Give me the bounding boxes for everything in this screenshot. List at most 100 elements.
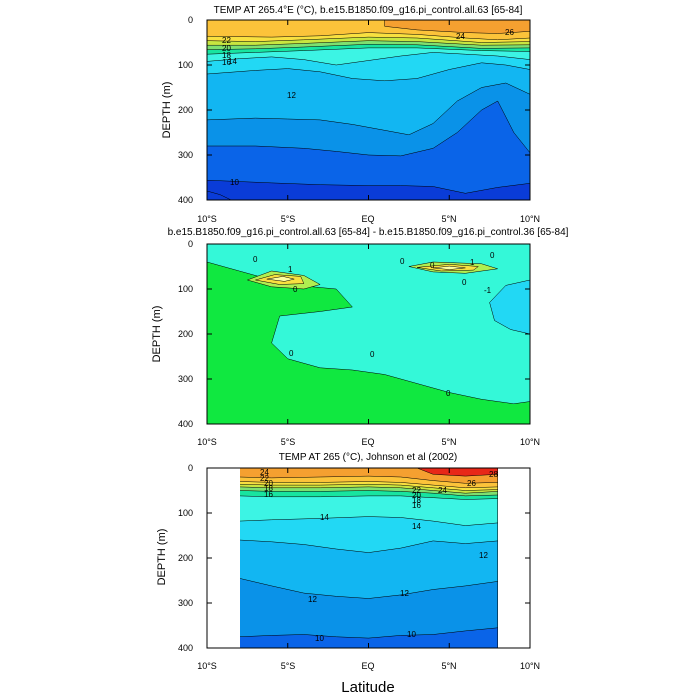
y-tick-label: 400: [178, 195, 193, 205]
contour-label: 18: [412, 496, 421, 505]
y-tick-label: 200: [178, 105, 193, 115]
x-tick-label: 5°N: [441, 661, 456, 671]
y-tick-label: 0: [188, 15, 193, 25]
contour-label: 12: [287, 91, 296, 100]
x-tick-label: 10°S: [197, 437, 217, 447]
contour-region: [489, 279, 530, 335]
x-tick-label: 10°S: [197, 214, 217, 224]
contour-label: 0: [289, 349, 294, 358]
panel-3-ticks: [206, 467, 531, 649]
contour-label: 10: [230, 178, 239, 187]
contour-label: 10: [315, 634, 324, 643]
panel-1-ticks: [206, 19, 531, 201]
contour-label: 28: [489, 470, 498, 479]
contour-label: 26: [467, 479, 476, 488]
contour-label: 10: [407, 630, 416, 639]
x-tick-label: 10°N: [520, 214, 540, 224]
contour-label: 0: [400, 257, 405, 266]
contour-label: 26: [505, 28, 514, 37]
contour-label: 16: [222, 58, 231, 67]
panel-3-title: TEMP AT 265 (°C), Johnson et al (2002): [279, 452, 458, 463]
contour-label: 12: [308, 595, 317, 604]
panel-1-y-tick-labels: 0 100 200 300 400: [178, 15, 193, 205]
panel-1-contour-labels: 22 20 18 16 14 12 10 24 26: [222, 28, 514, 187]
x-tick-label: EQ: [361, 661, 374, 671]
panel-1-filled-contours: [207, 20, 530, 200]
x-tick-label: 5°S: [281, 214, 296, 224]
contour-label: 12: [479, 551, 488, 560]
panel-1-ylabel: DEPTH (m): [161, 82, 173, 139]
contour-label: 16: [264, 490, 273, 499]
x-tick-label: 5°S: [281, 661, 296, 671]
contour-label: 1: [288, 265, 293, 274]
contour-label: 0: [490, 251, 495, 260]
contour-label: 22: [222, 36, 231, 45]
y-tick-label: 100: [178, 508, 193, 518]
panel-3-ylabel: DEPTH (m): [156, 529, 168, 586]
contour-region: [433, 265, 466, 270]
panel-1-x-tick-labels: 10°S 5°S EQ 5°N 10°N: [197, 214, 540, 224]
contour-label: 14: [320, 513, 329, 522]
panel-1: TEMP AT 265.4°E (°C), b.e15.B1850.f09_g1…: [161, 5, 540, 224]
panel-2-ylabel: DEPTH (m): [151, 306, 163, 363]
y-tick-label: 300: [178, 150, 193, 160]
contour-region: [266, 276, 295, 282]
contour-label: 14: [412, 522, 421, 531]
panel-3-y-tick-labels: 0 100 200 300 400: [178, 463, 193, 653]
panel-3: TEMP AT 265 (°C), Johnson et al (2002) 2…: [156, 452, 540, 671]
y-tick-label: 100: [178, 60, 193, 70]
panel-2-x-tick-labels: 10°S 5°S EQ 5°N 10°N: [197, 437, 540, 447]
panel-2-title: b.e15.B1850.f09_g16.pi_control.all.63 [6…: [168, 227, 569, 238]
contour-label: 16: [412, 501, 421, 510]
figure-xlabel: Latitude: [341, 679, 394, 696]
contour-label: 1: [470, 258, 475, 267]
x-tick-label: 10°S: [197, 661, 217, 671]
y-tick-label: 200: [178, 553, 193, 563]
contour-label: 24: [260, 468, 269, 477]
contour-label: 14: [228, 57, 237, 66]
y-tick-label: 0: [188, 463, 193, 473]
panel-3-x-tick-labels: 10°S 5°S EQ 5°N 10°N: [197, 661, 540, 671]
panel-1-title: TEMP AT 265.4°E (°C), b.e15.B1850.f09_g1…: [214, 5, 523, 16]
x-tick-label: EQ: [361, 437, 374, 447]
panel-2-contour-labels: 0 1 0 0 0 0 0 1 0 -1 0 0: [253, 251, 495, 398]
panel-3-filled-contours: [240, 468, 498, 648]
contour-band: [384, 20, 530, 34]
y-tick-label: 300: [178, 598, 193, 608]
x-tick-label: 10°N: [520, 437, 540, 447]
contour-label: 20: [264, 479, 273, 488]
contour-label: 0: [430, 261, 435, 270]
x-tick-label: 5°N: [441, 214, 456, 224]
panel-2-y-tick-labels: 0 100 200 300 400: [178, 239, 193, 429]
contour-label: 18: [264, 484, 273, 493]
contour-label: 0: [293, 285, 298, 294]
x-tick-label: 5°S: [281, 437, 296, 447]
contour-label: 12: [400, 589, 409, 598]
x-tick-label: 5°N: [441, 437, 456, 447]
x-tick-label: 10°N: [520, 661, 540, 671]
contour-label: 18: [222, 51, 231, 60]
y-tick-label: 400: [178, 419, 193, 429]
contour-label: 22: [412, 486, 421, 495]
panel-2-filled-contours: [207, 244, 530, 424]
y-tick-label: 400: [178, 643, 193, 653]
y-tick-label: 100: [178, 284, 193, 294]
contour-label: 24: [456, 32, 465, 41]
contour-label: 0: [253, 255, 258, 264]
y-tick-label: 0: [188, 239, 193, 249]
panel-3-contour-labels: 24 22 20 18 16 14 12 12 10 14 12 10 22 2…: [260, 468, 498, 643]
contour-band: [416, 468, 498, 477]
contour-label: 24: [438, 486, 447, 495]
y-tick-label: 200: [178, 329, 193, 339]
contour-label: -1: [484, 286, 492, 295]
panel-2: b.e15.B1850.f09_g16.pi_control.all.63 [6…: [151, 227, 569, 447]
contour-label: 0: [462, 278, 467, 287]
contour-label: 20: [222, 44, 231, 53]
x-tick-label: EQ: [361, 214, 374, 224]
contour-label: 0: [370, 350, 375, 359]
contour-label: 0: [446, 389, 451, 398]
contour-label: 22: [260, 474, 269, 483]
y-tick-label: 300: [178, 374, 193, 384]
panel-2-ticks: [206, 243, 531, 425]
